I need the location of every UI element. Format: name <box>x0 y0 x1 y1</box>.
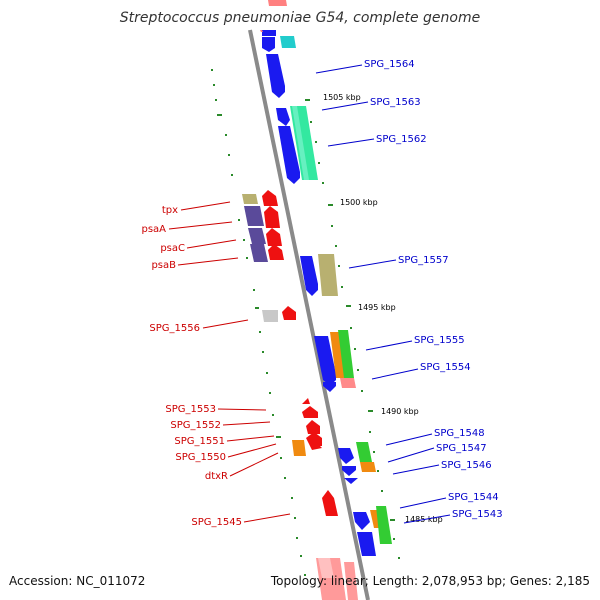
gene-arrow <box>292 106 309 180</box>
gene-label-dtxr[interactable]: dtxR <box>205 471 228 482</box>
right-leader-lines <box>315 64 451 524</box>
gene-label-spg-1556[interactable]: SPG_1556 <box>149 323 200 334</box>
accession-text: Accession: NC_011072 <box>9 574 146 588</box>
gene-label-spg-1552[interactable]: SPG_1552 <box>170 420 221 431</box>
gene-arrow <box>264 206 280 228</box>
left-leader-lines <box>168 201 291 523</box>
gene-arrow <box>280 36 296 48</box>
gene-label-tpx[interactable]: tpx <box>162 205 178 216</box>
gene-arrow <box>338 448 354 464</box>
gene-arrow <box>318 558 334 578</box>
gene-arrow <box>266 228 282 246</box>
gene-arrow <box>244 206 264 226</box>
gene-label-spg-1547[interactable]: SPG_1547 <box>436 443 487 454</box>
gene-arrow <box>342 466 356 476</box>
gene-arrow <box>306 420 320 434</box>
gene-arrow <box>262 310 278 322</box>
gene-arrow <box>310 442 322 450</box>
gene-arrow <box>314 336 336 386</box>
gene-label-psac[interactable]: psaC <box>160 243 185 254</box>
gene-arrow <box>268 0 287 6</box>
gene-label-spg-1550[interactable]: SPG_1550 <box>175 452 226 463</box>
gene-arrow <box>376 506 392 544</box>
genome-backbone <box>248 29 370 600</box>
map-title: Streptococcus pneumoniae G54, complete g… <box>119 10 481 26</box>
gene-arrow <box>306 432 322 446</box>
gene-arrow <box>266 54 285 98</box>
gene-arrow <box>260 30 263 32</box>
gene-label-spg-1554[interactable]: SPG_1554 <box>420 362 471 373</box>
gene-label-spg-1546[interactable]: SPG_1546 <box>441 460 492 471</box>
gene-arrow <box>330 332 346 378</box>
gene-arrow <box>322 490 338 516</box>
gene-arrow <box>262 190 278 206</box>
scale-ticks <box>211 69 400 576</box>
gene-label-spg-1548[interactable]: SPG_1548 <box>434 428 485 439</box>
gene-label-psaa[interactable]: psaA <box>141 224 166 235</box>
scale-label: 1490 kbp <box>381 407 419 416</box>
scale-label: 1500 kbp <box>340 198 378 207</box>
gene-arrow <box>340 378 356 388</box>
gene-arrow <box>276 108 290 126</box>
gene-label-spg-1551[interactable]: SPG_1551 <box>174 436 225 447</box>
gene-arrow <box>248 228 266 244</box>
gene-arrow <box>353 512 370 530</box>
gene-arrow <box>357 532 376 556</box>
gene-label-spg-1564[interactable]: SPG_1564 <box>364 59 415 70</box>
gene-label-spg-1563[interactable]: SPG_1563 <box>370 97 421 108</box>
gene-label-psab[interactable]: psaB <box>151 260 176 271</box>
gene-arrow <box>282 306 296 320</box>
gene-arrow <box>262 37 275 52</box>
forward-genes <box>260 30 392 600</box>
gene-label-spg-1557[interactable]: SPG_1557 <box>398 255 449 266</box>
reverse-genes <box>242 0 338 516</box>
gene-arrow <box>318 254 338 296</box>
gene-label-spg-1562[interactable]: SPG_1562 <box>376 134 427 145</box>
gene-arrow <box>300 256 318 296</box>
scale-label: 1495 kbp <box>358 303 396 312</box>
gene-arrow <box>356 442 372 462</box>
genome-summary-text: Topology: linear; Length: 2,078,953 bp; … <box>270 574 590 588</box>
gene-label-spg-1553[interactable]: SPG_1553 <box>165 404 216 415</box>
gene-arrow <box>292 440 306 456</box>
gene-arrow <box>242 194 258 204</box>
gene-arrow <box>262 30 276 36</box>
gene-arrow <box>344 562 358 600</box>
gene-arrow <box>268 244 284 260</box>
scale-label: 1505 kbp <box>323 93 361 102</box>
gene-arrow <box>344 478 358 484</box>
gene-label-spg-1555[interactable]: SPG_1555 <box>414 335 465 346</box>
gene-arrow <box>250 244 268 262</box>
gene-arrow <box>278 126 300 184</box>
gene-arrow <box>302 406 318 418</box>
gene-label-spg-1544[interactable]: SPG_1544 <box>448 492 499 503</box>
gene-arrow <box>323 382 336 392</box>
gene-label-spg-1545[interactable]: SPG_1545 <box>191 517 242 528</box>
gene-label-spg-1543[interactable]: SPG_1543 <box>452 509 503 520</box>
gene-arrow <box>338 330 354 378</box>
gene-arrow <box>360 462 376 472</box>
gene-arrow <box>302 398 310 404</box>
